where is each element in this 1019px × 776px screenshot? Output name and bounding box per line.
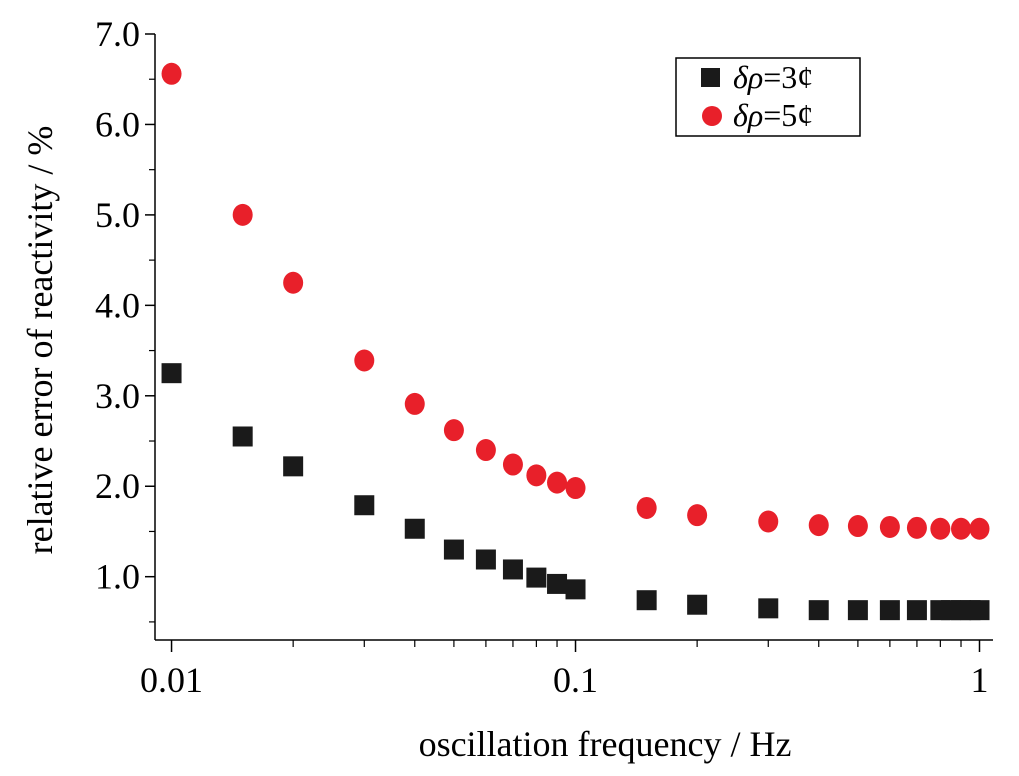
data-point-circle	[404, 392, 425, 415]
data-point-square	[565, 579, 586, 600]
legend-value-series-1: =3¢	[763, 59, 813, 95]
data-point-circle	[969, 517, 990, 540]
y-tick-label: 4.0	[95, 285, 140, 325]
legend-marker-square	[701, 68, 720, 87]
data-point-circle	[354, 349, 375, 372]
data-point-square	[161, 363, 182, 384]
x-tick-label: 0.01	[140, 660, 203, 700]
legend-marker-circle	[702, 106, 722, 126]
tick-marks	[145, 33, 981, 652]
legend-value-series-2: =5¢	[763, 97, 813, 133]
data-point-circle	[475, 439, 496, 462]
data-point-square	[502, 559, 523, 580]
data-point-circle	[847, 515, 868, 538]
data-point-circle	[161, 62, 182, 85]
data-point-circle	[758, 510, 779, 533]
data-point-square	[808, 600, 829, 621]
y-tick-label: 6.0	[95, 104, 140, 144]
data-point-square	[547, 573, 568, 594]
y-tick-label: 1.0	[95, 557, 140, 597]
data-point-square	[354, 495, 375, 516]
y-axis-title: relative error of reactivity / %	[20, 126, 60, 555]
y-tick-label: 7.0	[95, 14, 140, 54]
data-point-square	[283, 456, 304, 477]
data-point-circle	[565, 477, 586, 500]
data-points	[161, 62, 990, 621]
data-point-circle	[930, 517, 951, 540]
data-point-circle	[687, 504, 708, 527]
data-point-square	[847, 600, 868, 621]
legend-label-series-1: δρ=3¢	[733, 59, 813, 95]
axes	[154, 34, 993, 641]
data-point-square	[879, 600, 900, 621]
legend-symbol-series-1: δρ	[733, 59, 763, 95]
legend-label-series-2: δρ=5¢	[733, 97, 813, 133]
data-point-square	[404, 518, 425, 539]
data-point-circle	[879, 515, 900, 538]
data-point-circle	[526, 464, 547, 487]
data-point-square	[906, 600, 927, 621]
series-2	[161, 62, 990, 540]
data-point-square	[687, 594, 708, 615]
data-point-square	[758, 598, 779, 619]
x-tick-label: 1	[970, 660, 988, 700]
data-point-square	[636, 590, 657, 611]
y-tick-label: 3.0	[95, 376, 140, 416]
data-point-circle	[808, 514, 829, 537]
data-point-circle	[283, 271, 304, 294]
data-point-circle	[636, 496, 657, 519]
data-point-circle	[951, 517, 972, 540]
data-point-circle	[906, 516, 927, 539]
y-tick-label: 5.0	[95, 195, 140, 235]
series-1	[161, 363, 990, 621]
data-point-square	[969, 600, 990, 621]
data-point-circle	[547, 471, 568, 494]
x-axis-title: oscillation frequency / Hz	[419, 724, 792, 764]
legend: δρ=3¢ δρ=5¢	[675, 57, 861, 137]
data-point-square	[526, 567, 547, 588]
data-point-square	[475, 549, 496, 570]
y-tick-label: 2.0	[95, 466, 140, 506]
tick-labels: 1.0 2.0 3.0 4.0 5.0 6.0 7.0 0.01 0.1 1	[95, 14, 988, 700]
legend-symbol-series-2: δρ	[733, 97, 763, 133]
data-point-square	[232, 426, 253, 447]
data-point-square	[443, 539, 464, 560]
data-point-circle	[443, 419, 464, 442]
data-point-circle	[232, 203, 253, 226]
data-point-circle	[502, 453, 523, 476]
x-tick-label: 0.1	[553, 660, 598, 700]
